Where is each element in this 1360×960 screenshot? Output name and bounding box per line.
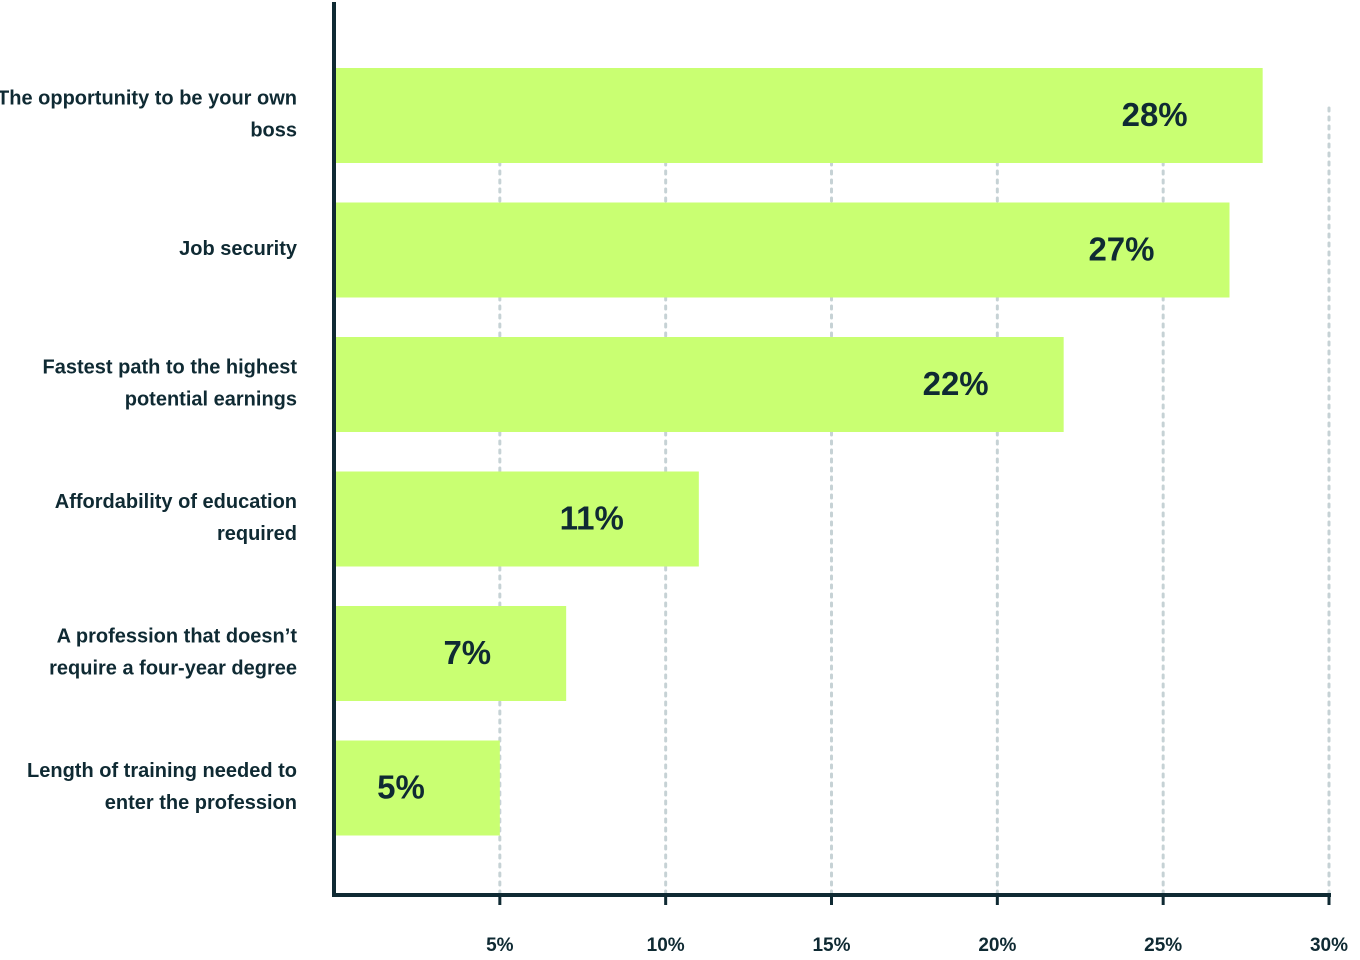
bar bbox=[334, 471, 699, 567]
category-label: Fastest path to the highest potential ear… bbox=[43, 357, 298, 411]
value-label: 5% bbox=[377, 769, 425, 806]
x-tick-label: 30% bbox=[1310, 935, 1348, 956]
x-tick-label: 10% bbox=[647, 935, 685, 956]
category-label: Length of training needed to enter the pr… bbox=[27, 760, 297, 814]
bar bbox=[334, 337, 1064, 432]
value-label: 27% bbox=[1088, 231, 1154, 268]
x-tick-label: 5% bbox=[486, 935, 514, 956]
bar bbox=[334, 606, 567, 701]
value-label: 7% bbox=[443, 634, 491, 671]
bar bbox=[334, 740, 500, 836]
category-label: The opportunity to be your own boss bbox=[0, 88, 297, 142]
value-label: 28% bbox=[1122, 96, 1188, 133]
value-label: 11% bbox=[560, 500, 624, 537]
x-tick-label: 20% bbox=[978, 935, 1016, 956]
category-label: A profession that doesn’t require a four-… bbox=[49, 626, 297, 680]
category-label: Affordability of education required bbox=[55, 491, 297, 545]
x-tick-label: 25% bbox=[1144, 935, 1182, 956]
bar bbox=[334, 68, 1263, 163]
x-tick-label: 15% bbox=[812, 935, 850, 956]
value-label: 22% bbox=[923, 365, 989, 402]
category-label: Job security bbox=[179, 238, 298, 260]
bar bbox=[334, 202, 1230, 298]
